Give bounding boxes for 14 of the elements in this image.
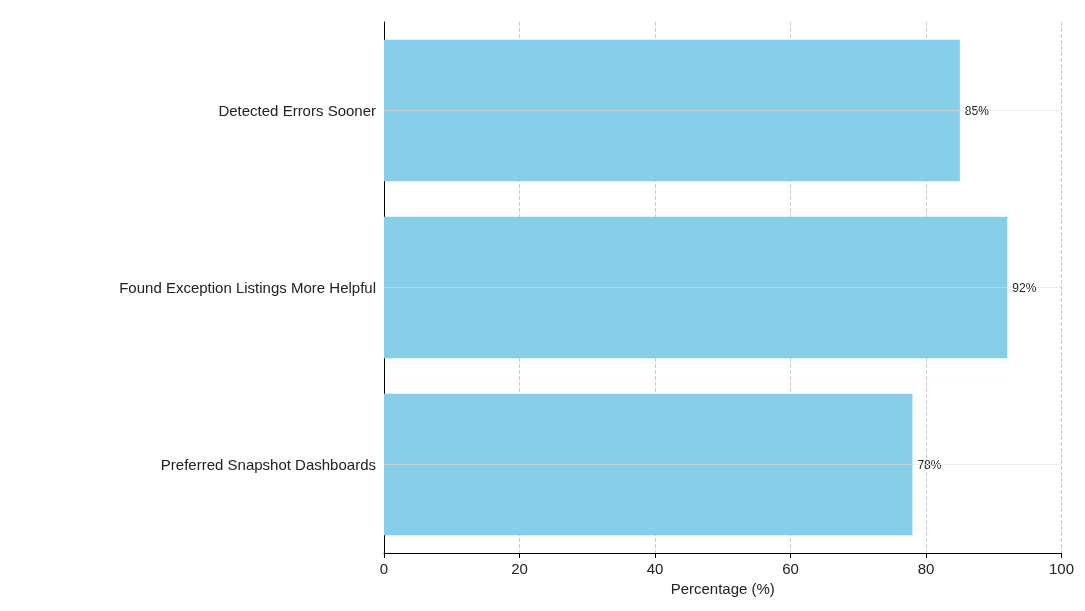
y-tick-label: Found Exception Listings More Helpful xyxy=(119,279,376,296)
data-label: 92% xyxy=(1012,280,1037,295)
x-tick-label: 20 xyxy=(511,560,528,577)
x-tick-label: 40 xyxy=(646,560,664,577)
x-tick-label: 60 xyxy=(782,560,799,577)
x-tick-label: 100 xyxy=(1048,560,1074,577)
x-axis-title: Percentage (%) xyxy=(670,579,775,597)
bar xyxy=(384,39,960,182)
bar xyxy=(384,216,1008,359)
y-tick-label: Detected Errors Sooner xyxy=(218,102,376,119)
x-tick-label: 80 xyxy=(917,560,935,577)
y-tick-label: Preferred Snapshot Dashboards xyxy=(160,456,376,473)
bar xyxy=(384,393,913,536)
x-tick-label: 0 xyxy=(379,560,389,577)
